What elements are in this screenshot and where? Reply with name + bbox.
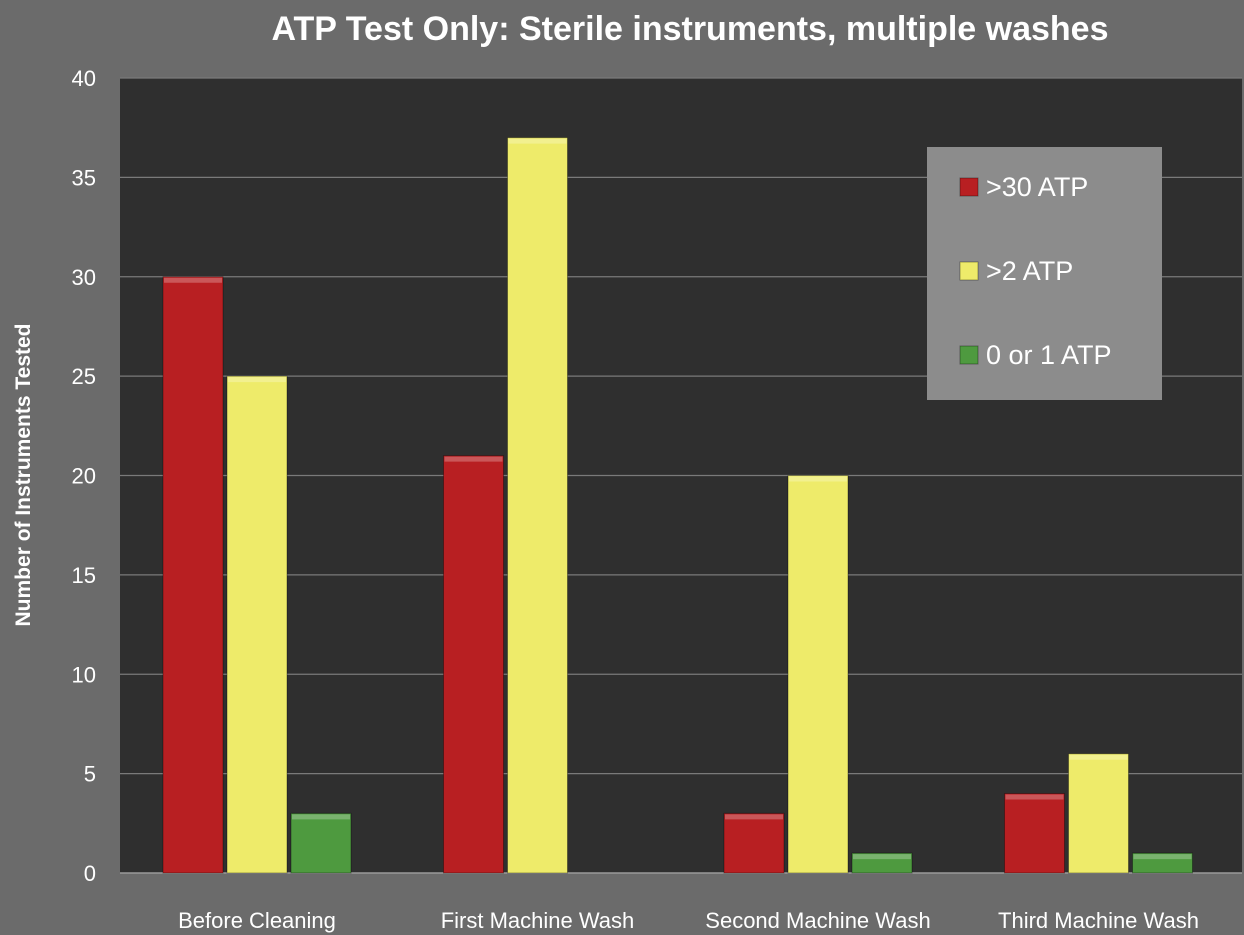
x-axis-category-labels: Before Cleaning First Machine Wash Second … [178,908,1199,933]
y-tick-label: 20 [72,464,96,489]
y-tick-label: 35 [72,165,96,190]
bar-highlight [292,814,350,820]
bar-gt2-atp [226,375,288,874]
y-tick-label: 5 [84,762,96,787]
bar-highlight [508,138,567,144]
y-tick-label: 10 [72,662,96,687]
legend-label: 0 or 1 ATP [986,340,1112,370]
chart-title: ATP Test Only: Sterile instruments, mult… [272,10,1109,48]
bar-zero-one-atp [1132,852,1193,874]
bar-gt2-atp [507,137,568,874]
y-tick-label: 0 [84,861,96,886]
bar-highlight [1069,754,1128,760]
bar-gt30-atp [443,455,504,874]
legend: >30 ATP >2 ATP 0 or 1 ATP [927,147,1162,400]
legend-swatch [959,345,979,365]
y-tick-label: 15 [72,563,96,588]
bar-gt30-atp [723,812,785,874]
x-category-label: Second Machine Wash [705,908,930,933]
bar-highlight [789,476,847,482]
legend-swatch [959,177,979,197]
bar-gt2-atp [787,475,849,874]
bar-zero-one-atp [851,852,913,874]
bars [162,137,1193,874]
legend-items: >30 ATP >2 ATP 0 or 1 ATP [959,172,1112,370]
legend-label: >30 ATP [986,172,1088,202]
y-tick-label: 40 [72,66,96,91]
bar-gt2-atp [1068,753,1129,874]
legend-label: >2 ATP [986,256,1073,286]
bar-highlight [164,277,222,283]
bar-highlight [725,814,783,820]
y-axis-label: Number of Instruments Tested [12,324,35,627]
bar-highlight [853,854,911,860]
x-category-label: First Machine Wash [441,908,635,933]
bar-highlight [1133,854,1192,860]
legend-swatch [959,261,979,281]
y-tick-label: 30 [72,265,96,290]
bar-gt30-atp [162,276,224,874]
bar-highlight [444,456,503,462]
bar-highlight [1005,794,1064,800]
y-tick-label: 25 [72,364,96,389]
bar-zero-one-atp [290,812,352,874]
bar-highlight [228,377,286,383]
x-category-label: Before Cleaning [178,908,336,933]
bar-gt30-atp [1004,793,1065,874]
y-axis-tick-labels: 0 5 10 15 20 25 30 35 40 [72,66,96,886]
x-category-label: Third Machine Wash [998,908,1199,933]
